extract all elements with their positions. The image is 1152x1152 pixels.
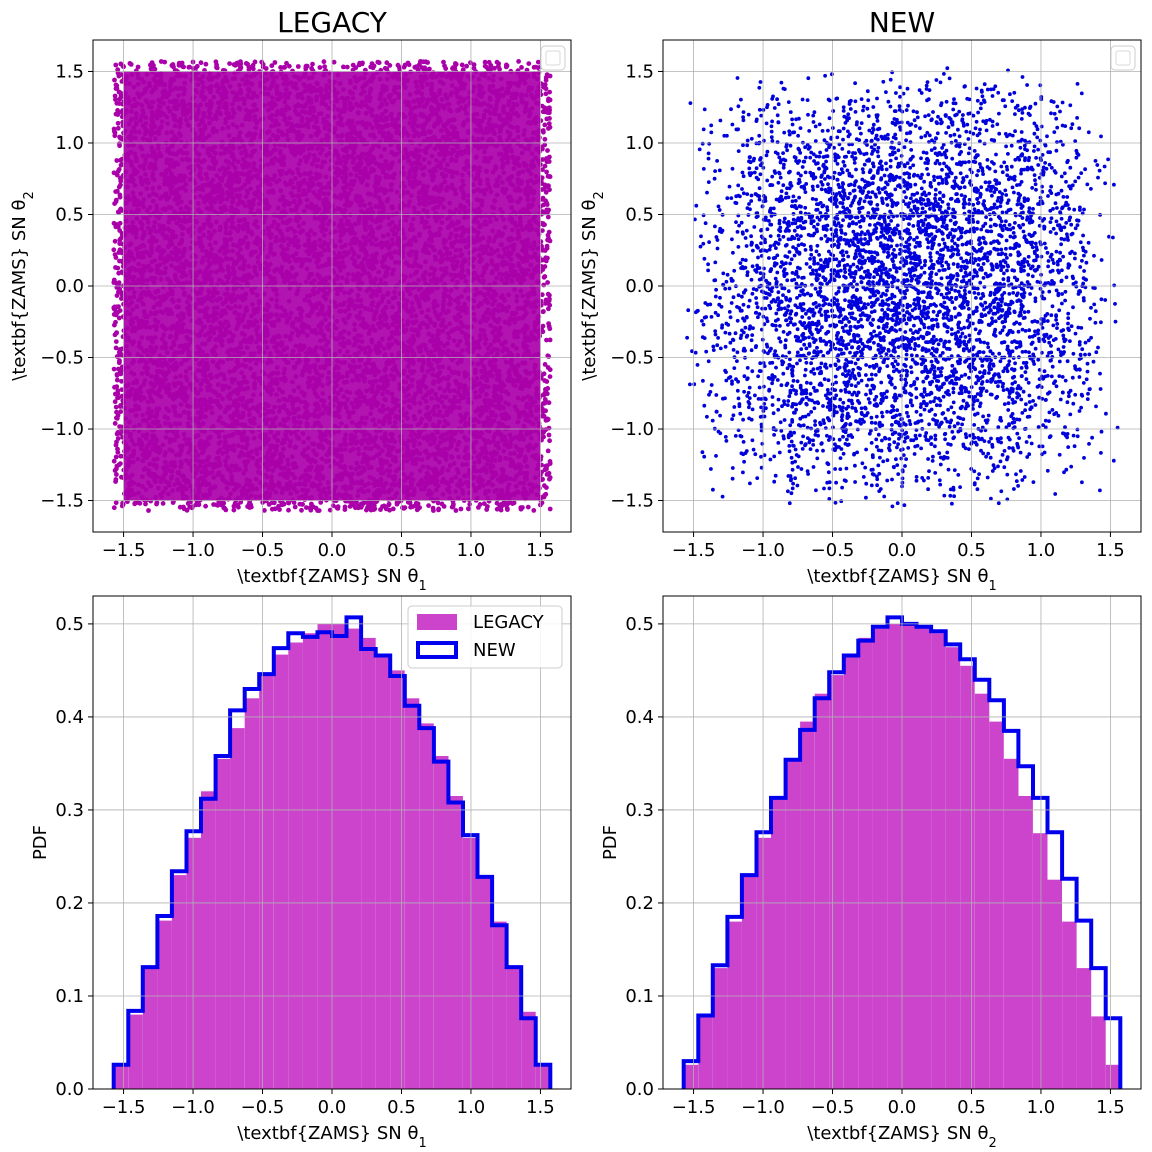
scatter-point xyxy=(531,508,537,513)
scatter-point xyxy=(115,265,121,271)
scatter-point xyxy=(112,93,118,99)
scatter-point xyxy=(327,507,333,513)
scatter-point xyxy=(269,506,275,512)
scatter-point xyxy=(113,454,119,460)
scatter-point xyxy=(146,508,151,513)
scatter-point xyxy=(203,503,209,509)
scatter-point xyxy=(227,61,233,66)
scatter-point xyxy=(231,507,237,513)
scatter-point xyxy=(544,337,549,343)
scatter-point xyxy=(518,506,524,512)
scatter-point xyxy=(471,62,477,68)
scatter-point xyxy=(450,504,456,509)
scatter-point xyxy=(453,508,459,513)
scatter-point xyxy=(547,506,553,512)
scatter-point xyxy=(116,395,121,401)
scatter-point xyxy=(544,116,550,122)
scatter-point xyxy=(441,59,446,65)
scatter-point xyxy=(113,345,119,351)
scatter-point xyxy=(426,503,431,508)
scatter-point xyxy=(547,124,553,130)
scatter-point xyxy=(114,158,120,163)
scatter-point xyxy=(111,247,117,253)
scatter-point xyxy=(546,121,552,126)
panel-1: −1.5 −1.0 −0.5 0.0 0.5 1.0 1.5−1.5−1.0−0.50.00… xyxy=(9,6,572,594)
scatter-point xyxy=(119,378,124,384)
scatter-point xyxy=(115,446,120,452)
scatter-point xyxy=(117,194,123,200)
scatter-point xyxy=(370,502,375,507)
scatter-point xyxy=(137,500,143,506)
scatter-point xyxy=(344,64,350,70)
scatter-point xyxy=(400,505,405,511)
scatter-point xyxy=(546,432,552,438)
scatter-point xyxy=(292,504,298,510)
scatter-point xyxy=(112,322,117,328)
scatter-point xyxy=(331,59,337,65)
scatter-point xyxy=(545,148,550,153)
scatter-point xyxy=(203,61,209,67)
scatter-point xyxy=(542,362,548,367)
scatter-point xyxy=(519,65,524,70)
scatter-point xyxy=(543,189,549,195)
scatter-point xyxy=(322,64,327,69)
scatter-point xyxy=(111,505,117,511)
scatter-point xyxy=(547,73,553,79)
scatter-point xyxy=(546,306,551,312)
scatter-point xyxy=(112,384,117,390)
scatter-point xyxy=(545,471,550,477)
scatter-point xyxy=(113,500,119,506)
scatter-point xyxy=(112,399,118,405)
scatter-point xyxy=(310,61,315,67)
scatter-point xyxy=(317,65,323,70)
scatter-point xyxy=(467,501,473,507)
scatter-point xyxy=(516,59,521,64)
scatter-point xyxy=(335,506,341,511)
scatter-point xyxy=(526,61,532,66)
scatter-point xyxy=(262,508,267,513)
scatter-point xyxy=(458,506,464,512)
scatter-point xyxy=(118,162,124,168)
scatter-point xyxy=(113,404,119,410)
scatter-point xyxy=(547,461,553,466)
scatter-point xyxy=(435,500,441,506)
scatter-point xyxy=(114,377,120,383)
scatter-point xyxy=(120,63,126,69)
scatter-point xyxy=(272,60,278,65)
scatter-point xyxy=(541,434,546,440)
scatter-point xyxy=(341,64,346,70)
scatter-point xyxy=(350,62,356,68)
scatter-point xyxy=(547,154,552,160)
scatter-point xyxy=(547,337,553,343)
scatter-point xyxy=(535,59,541,65)
scatter-point xyxy=(540,128,546,133)
scatter-point xyxy=(114,472,119,477)
scatter-point xyxy=(412,64,418,70)
scatter-point xyxy=(511,500,517,506)
scatter-point xyxy=(330,503,336,508)
scatter-point xyxy=(112,421,118,426)
scatter-point xyxy=(464,63,469,69)
scatter-point xyxy=(299,507,304,513)
scatter-point xyxy=(443,66,449,71)
scatter-point xyxy=(269,63,275,69)
scatter-point xyxy=(481,501,487,506)
scatter-point xyxy=(545,280,550,285)
scatter-point xyxy=(112,77,117,83)
